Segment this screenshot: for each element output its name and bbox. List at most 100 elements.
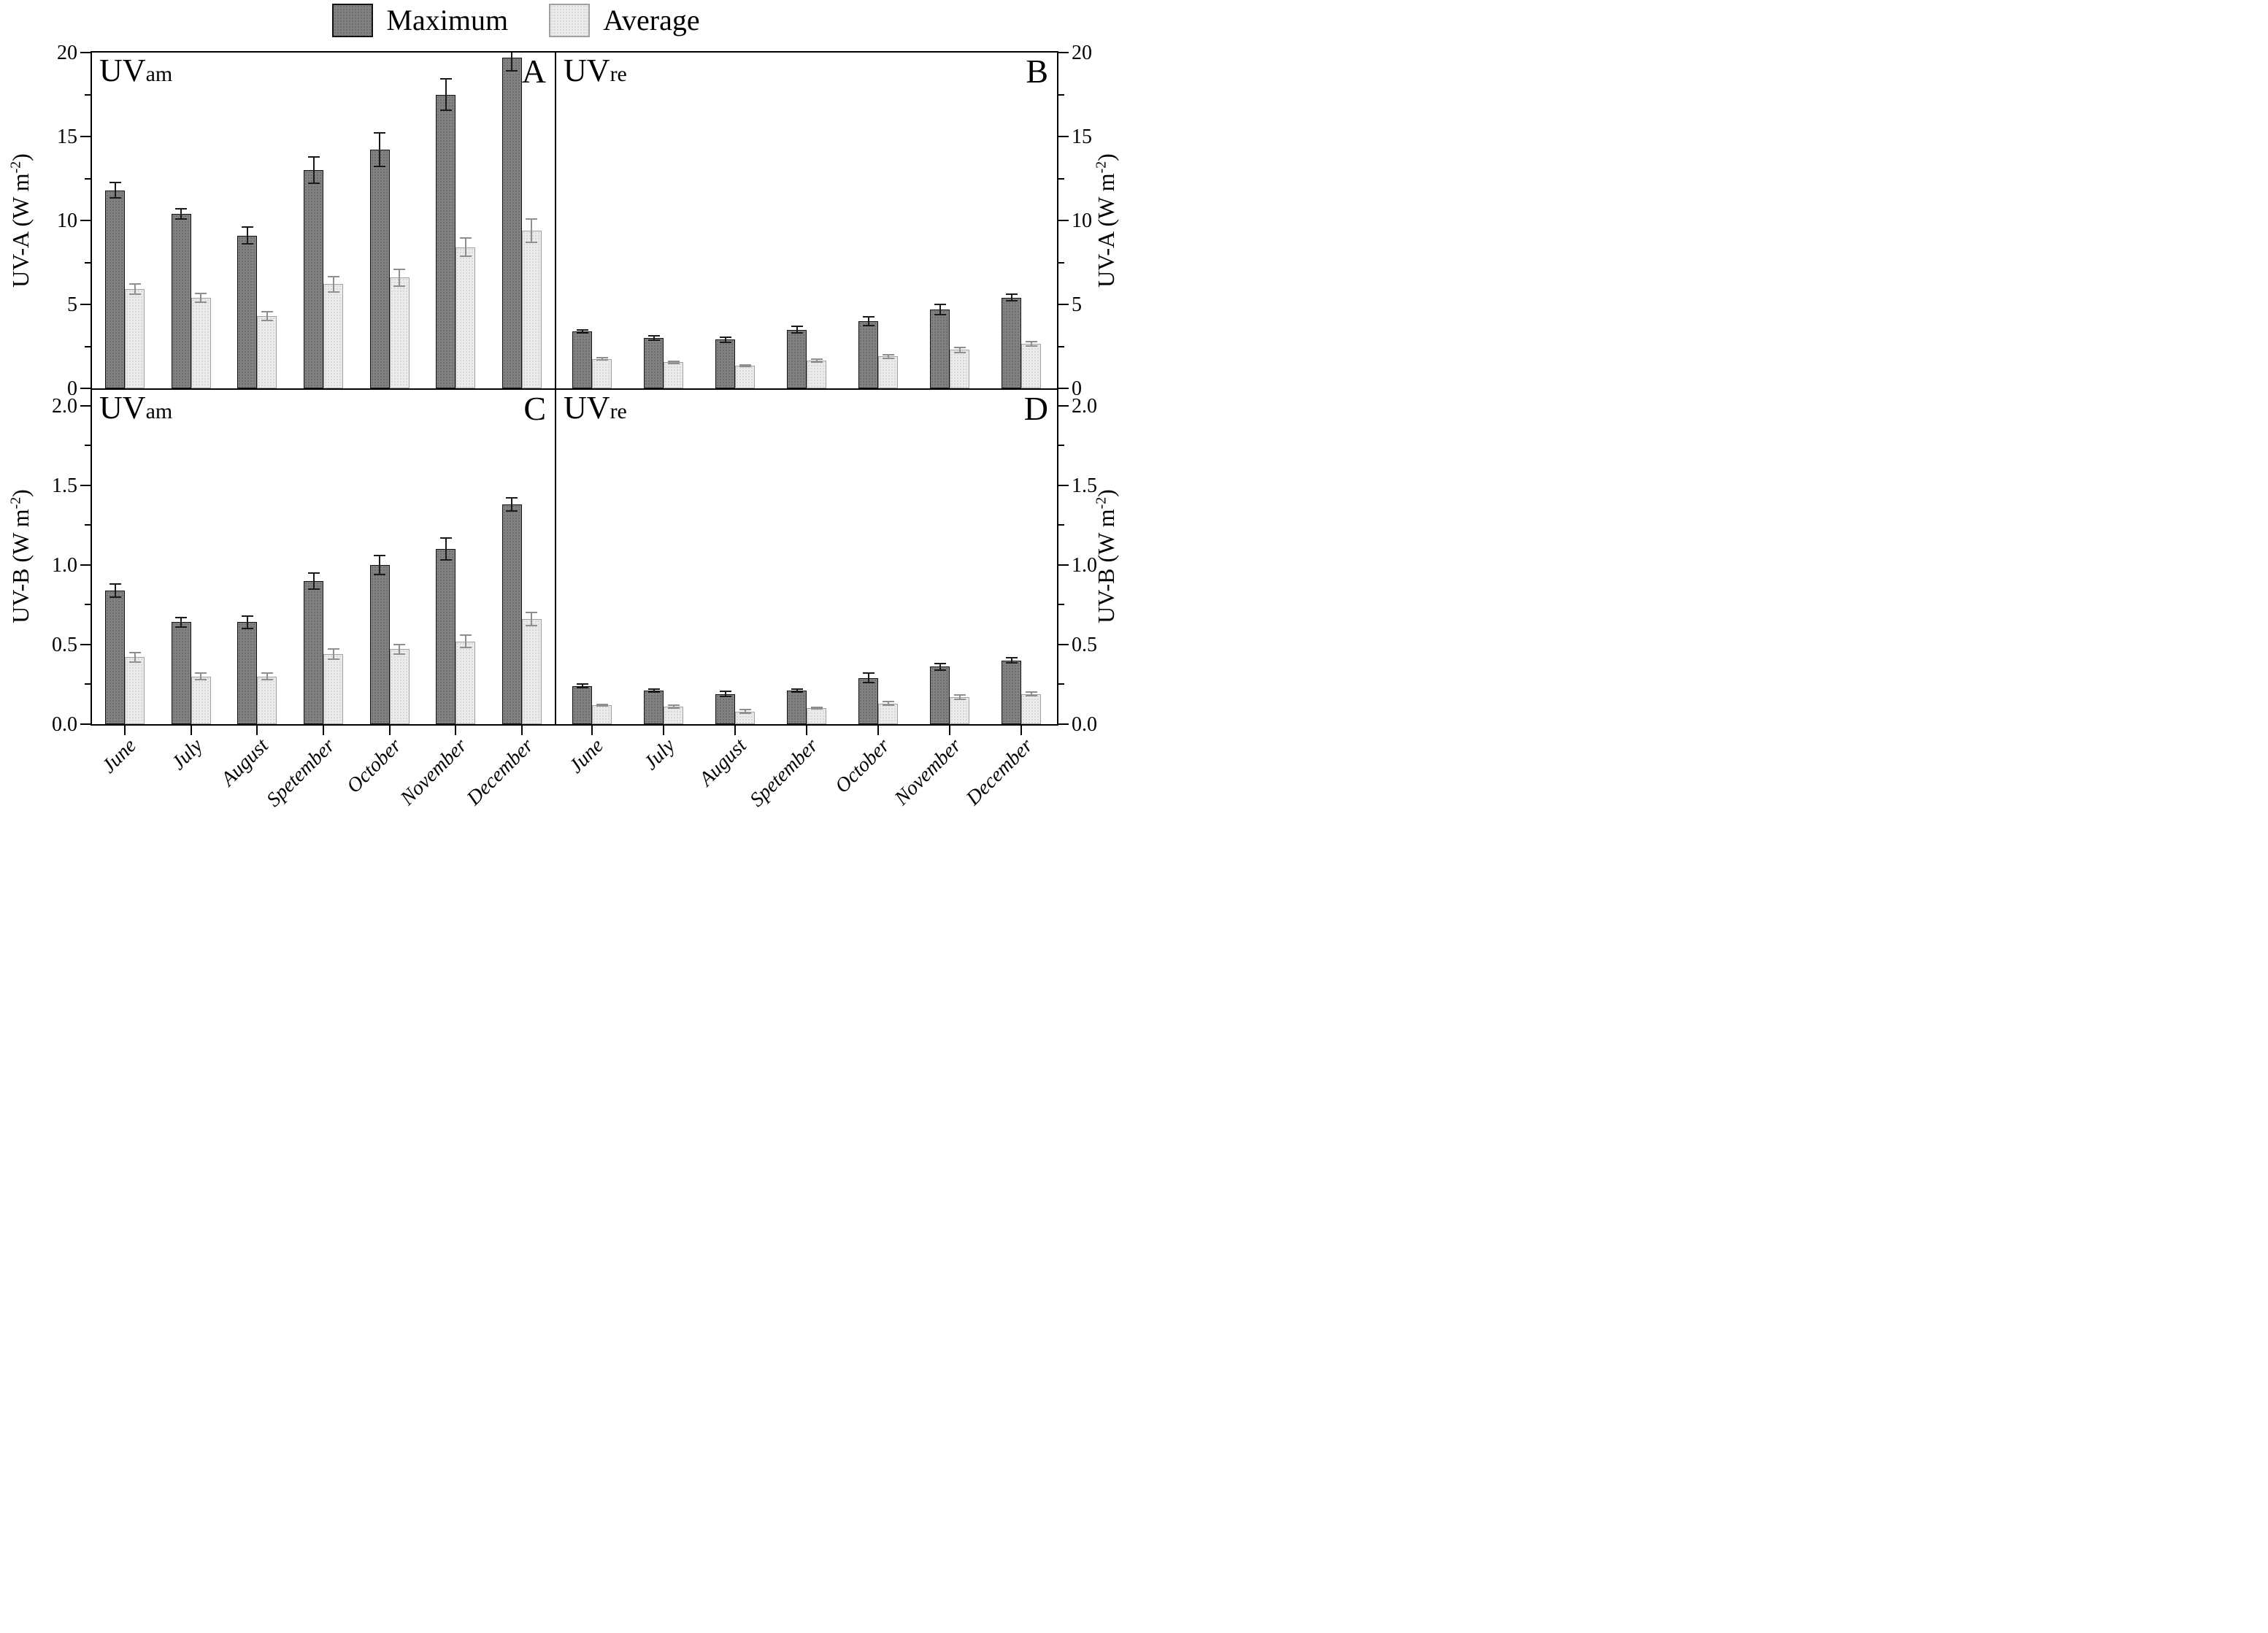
error-bar-cap: [109, 182, 121, 184]
y-major-tick: [80, 404, 91, 407]
error-bar-cap: [307, 588, 320, 590]
y-axis-title-sup: -2: [7, 496, 24, 510]
panel-letter-B: B: [1026, 53, 1048, 90]
error-bar-cap: [934, 304, 946, 305]
y-minor-tick: [85, 261, 91, 264]
error-bar-cap: [739, 712, 751, 714]
error-bar: [815, 358, 818, 363]
x-tick: [877, 726, 879, 735]
x-tick: [256, 726, 258, 735]
error-bar-cap: [647, 339, 660, 341]
error-bar-cap: [667, 360, 680, 362]
error-bar: [939, 304, 941, 315]
error-bar-cap: [128, 651, 141, 653]
error-bar-cap: [393, 653, 406, 656]
error-bar-cap: [862, 682, 874, 684]
error-bar-cap: [374, 166, 386, 168]
error-bar-cap: [1005, 300, 1018, 302]
error-bar-cap: [596, 704, 608, 707]
bar-average-spetember: [323, 654, 343, 724]
y-major-tick: [1058, 220, 1069, 221]
error-bar-cap: [576, 328, 588, 331]
bar-average-october: [878, 356, 898, 388]
bar-maximum-december: [501, 57, 522, 388]
panel-label-A: UVam: [99, 53, 172, 90]
bar-maximum-july: [171, 213, 191, 388]
error-bar-cap: [791, 688, 803, 691]
error-bar-cap: [327, 648, 339, 650]
maximum-swatch-icon: [332, 3, 374, 37]
error-bar-cap: [1005, 662, 1018, 664]
bar-average-october: [878, 703, 898, 724]
error-bar-cap: [393, 285, 406, 287]
bar-maximum-august: [715, 339, 735, 388]
panel-letter-A: A: [521, 53, 546, 90]
error-bar-cap: [439, 537, 452, 539]
error-bar-cap: [882, 353, 894, 356]
bar-average-june: [592, 358, 612, 388]
y-axis-title-sup: -2: [1093, 496, 1110, 510]
error-bar-cap: [109, 583, 121, 585]
error-bar-cap: [810, 358, 823, 360]
y-axis-title-text: ): [1093, 153, 1119, 161]
bar-maximum-december: [1002, 297, 1021, 388]
bar-average-november: [455, 247, 476, 388]
x-tick: [323, 726, 324, 735]
error-bar-cap: [862, 325, 874, 327]
error-bar-cap: [934, 669, 946, 671]
y-tick-label: 10: [57, 210, 77, 232]
error-bar: [1030, 692, 1032, 696]
error-bar-cap: [1025, 345, 1037, 347]
figure: Maximum Average UV-A (W m-2) UV-B (W m-2…: [0, 0, 1134, 817]
x-tick: [1020, 726, 1022, 735]
y-tick-label: 2.0: [1072, 394, 1097, 418]
legend-label-maximum: Maximum: [386, 4, 509, 36]
error-bar-cap: [1025, 694, 1037, 696]
x-tick: [949, 726, 950, 735]
bar-maximum-june: [572, 331, 592, 388]
error-bar-cap: [934, 663, 946, 665]
y-axis-title-sup: -2: [7, 161, 24, 174]
error-bar-cap: [719, 695, 731, 697]
bar-average-july: [664, 707, 683, 724]
error-bar-cap: [576, 686, 588, 688]
error-bar-cap: [327, 291, 339, 293]
error-bar-cap: [934, 313, 946, 315]
bar-maximum-october: [369, 150, 390, 388]
error-bar: [445, 78, 447, 111]
error-bar-cap: [393, 643, 406, 645]
y-minor-tick: [1058, 261, 1064, 264]
y-tick-label: 0: [67, 377, 77, 400]
error-bar: [958, 694, 961, 700]
bar-average-spetember: [807, 361, 826, 388]
y-minor-tick: [85, 445, 91, 447]
panel-letter-D: D: [1023, 390, 1048, 427]
error-bar-cap: [109, 596, 121, 598]
y-minor-tick: [1058, 345, 1064, 347]
panel-letter-C: C: [523, 390, 546, 427]
x-tick: [388, 726, 391, 735]
bar-maximum-november: [930, 666, 950, 724]
error-bar: [200, 673, 202, 680]
error-bar: [887, 354, 889, 359]
y-major-tick: [80, 52, 91, 53]
error-bar-cap: [439, 77, 452, 80]
error-bar-cap: [667, 704, 680, 707]
panel-label-main: UV: [564, 390, 610, 426]
y-minor-tick: [1058, 524, 1064, 526]
error-bar-cap: [647, 335, 660, 337]
panel-label-D: UVre: [564, 390, 627, 427]
error-bar: [601, 358, 603, 361]
bar-average-july: [191, 297, 211, 388]
bar-maximum-spetember: [304, 170, 323, 388]
error-bar-cap: [882, 704, 894, 707]
y-minor-tick: [85, 604, 91, 606]
y-tick-label: 5: [1072, 293, 1082, 316]
y-major-tick: [80, 304, 91, 305]
error-bar-cap: [175, 616, 188, 618]
bar-maximum-august: [237, 235, 258, 388]
y-axis-title-text: ): [7, 153, 34, 161]
x-tick: [520, 726, 523, 735]
error-bar: [1030, 342, 1032, 346]
bar-average-july: [191, 676, 211, 724]
